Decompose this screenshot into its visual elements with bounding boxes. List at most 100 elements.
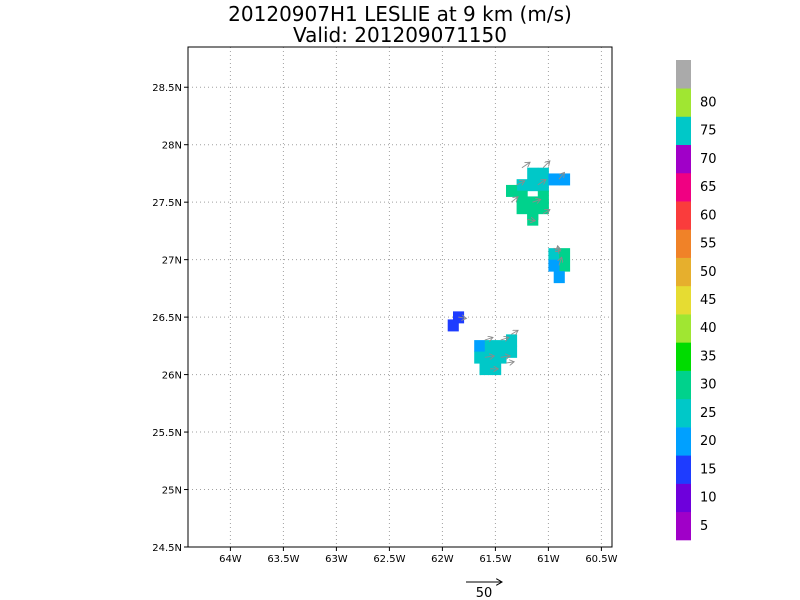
wind-cell: [479, 363, 491, 376]
wind-vector: [542, 161, 550, 169]
colorbar-swatch: [676, 370, 691, 400]
y-tick-label: 28N: [162, 141, 182, 152]
wind-cell: [548, 248, 560, 261]
colorbar-swatch: [676, 342, 691, 371]
colorbar-swatch: [676, 511, 691, 541]
colorbar-swatch: [676, 60, 691, 89]
colorbar-label: 15: [700, 462, 717, 477]
colorbar-swatch: [676, 172, 691, 202]
colorbar-swatch: [676, 398, 691, 428]
colorbar-label: 70: [700, 152, 717, 167]
wind-vector: [505, 362, 514, 363]
colorbar-swatch: [676, 201, 691, 230]
x-tick-label: 60.5W: [585, 554, 617, 565]
wind-vector: [532, 199, 541, 202]
colorbar-swatch: [676, 483, 691, 513]
wind-cell: [559, 259, 571, 272]
wind-cell: [495, 340, 507, 353]
x-tick-label: 62.5W: [373, 554, 405, 565]
colorbar-swatch: [676, 314, 691, 343]
wind-vector: [484, 337, 493, 340]
wind-vector: [558, 246, 559, 254]
x-tick-label: 64W: [219, 554, 242, 565]
colorbar-swatch: [676, 285, 691, 315]
wind-vector: [484, 356, 495, 357]
colorbar-label: 35: [700, 349, 717, 364]
wind-vector: [558, 172, 564, 180]
wind-vector: [521, 162, 530, 169]
wind-vector: [516, 181, 525, 185]
colorbar: 5 10 15 20 25 30 35 40 45 50 55 60 65 70 75 80: [676, 60, 717, 541]
wind-speed-cells: [447, 167, 571, 376]
x-tick-label: 63.5W: [267, 554, 299, 565]
colorbar-label: 20: [700, 434, 717, 449]
wind-vector: [559, 257, 562, 266]
colorbar-swatch: [676, 144, 691, 174]
grid-lines: [188, 47, 612, 547]
wind-vector: [500, 337, 509, 340]
y-tick-label: 28.5N: [152, 83, 182, 94]
colorbar-label: 65: [700, 180, 717, 195]
plot-frame: [187, 46, 613, 548]
wind-cell: [516, 202, 528, 215]
colorbar-swatch: [676, 88, 691, 117]
colorbar-swatch: [676, 229, 691, 258]
y-tick-label: 27.5N: [152, 198, 182, 209]
colorbar-swatch: [676, 455, 691, 484]
wind-vector: [500, 356, 511, 357]
wind-cell: [474, 340, 486, 353]
wind-cell: [548, 259, 560, 272]
wind-cell: [506, 345, 518, 358]
wind-cell: [553, 271, 565, 284]
colorbar-label: 75: [700, 124, 717, 139]
wind-vector: [511, 330, 518, 334]
wind-cell: [506, 184, 518, 197]
wind-cell: [447, 319, 459, 332]
y-tick-label: 25N: [162, 486, 182, 497]
colorbar-label: 55: [700, 237, 717, 252]
wind-cell: [474, 351, 486, 364]
wind-cell: [527, 179, 539, 192]
reference-vector-label: 50: [476, 586, 493, 600]
wind-cell: [506, 334, 518, 347]
chart-title: 20120907H1 LESLIE at 9 km (m/s): [228, 2, 572, 26]
wind-vector: [511, 197, 518, 203]
colorbar-label: 45: [700, 293, 717, 308]
y-axis-tick-labels: 24.5N 25N 25.5N 26N 26.5N 27N 27.5N 28N 28.5N: [152, 83, 188, 554]
x-tick-label: 61.5W: [479, 554, 511, 565]
x-axis-tick-labels: 64W 63.5W 63W 62.5W 62W 61.5W 61W 60.5W: [219, 547, 618, 565]
wind-cell: [537, 179, 549, 192]
wind-vector: [542, 210, 550, 214]
wind-vector: [458, 317, 466, 318]
y-tick-label: 27N: [162, 256, 182, 267]
colorbar-label: 10: [700, 491, 717, 506]
wind-cell: [559, 248, 571, 261]
colorbar-label: 80: [700, 95, 717, 110]
colorbar-label: 50: [700, 265, 717, 280]
x-tick-label: 61W: [537, 554, 560, 565]
wind-cell: [527, 167, 539, 180]
wind-cell: [537, 190, 549, 203]
y-tick-label: 25.5N: [152, 428, 182, 439]
colorbar-label: 25: [700, 406, 717, 421]
wind-cell: [559, 173, 571, 186]
y-tick-label: 26N: [162, 371, 182, 382]
colorbar-label: 5: [700, 519, 708, 534]
colorbar-swatch: [676, 427, 691, 456]
colorbar-swatch: [676, 257, 691, 287]
wind-cell: [516, 190, 528, 203]
colorbar-label: 40: [700, 321, 717, 336]
wind-cell: [548, 173, 560, 186]
wind-cell: [484, 351, 496, 364]
wind-cell: [537, 202, 549, 215]
colorbar-label: 60: [700, 208, 717, 223]
colorbar-swatch: [676, 116, 691, 146]
wind-cell: [484, 340, 496, 353]
wind-cell: [537, 167, 549, 180]
wind-vector: [527, 219, 535, 220]
wind-vector: [537, 179, 546, 186]
colorbar-label: 30: [700, 378, 717, 393]
y-tick-label: 24.5N: [152, 543, 182, 554]
reference-vector: 50: [466, 582, 502, 600]
